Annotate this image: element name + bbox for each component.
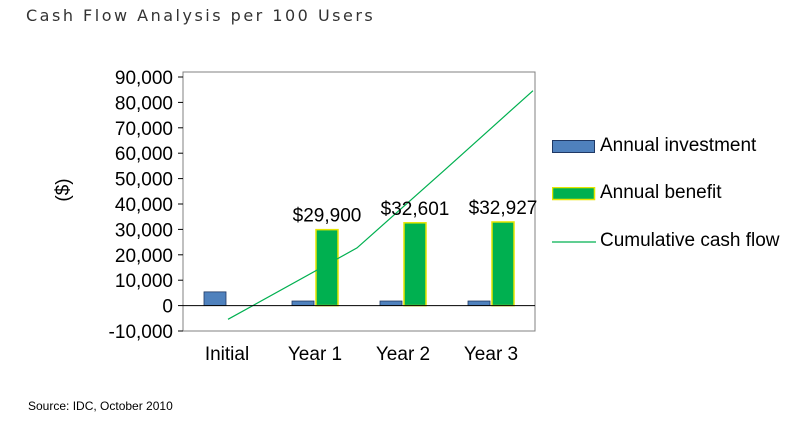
y-tick-label: 70,000 <box>115 119 173 140</box>
y-tick-label: 80,000 <box>115 93 173 114</box>
page-title: Cash Flow Analysis per 100 Users <box>26 6 376 25</box>
bar-annual-investment <box>467 300 491 307</box>
y-tick-label: 10,000 <box>115 271 173 292</box>
bar-annual-benefit <box>491 221 515 307</box>
x-tick-label: Initial <box>205 344 249 365</box>
y-tick-label: 50,000 <box>115 170 173 191</box>
bar-annual-investment <box>379 300 403 307</box>
line-cumulative-cash-flow <box>227 90 534 320</box>
y-tick-label: 90,000 <box>115 68 173 89</box>
legend-swatch-benefit <box>552 187 596 201</box>
x-tick-label: Year 2 <box>376 344 430 365</box>
x-tick-label: Year 3 <box>464 344 518 365</box>
y-tick-label: 30,000 <box>115 220 173 241</box>
legend-swatch-investment <box>552 140 595 153</box>
bar-annual-investment <box>291 300 315 307</box>
bar-annual-benefit <box>403 222 427 307</box>
data-label-annual-benefit: $32,927 <box>469 198 538 219</box>
bar-annual-benefit <box>315 228 339 307</box>
legend-label-investment: Annual investment <box>600 135 757 156</box>
y-tick-label: 60,000 <box>115 144 173 165</box>
y-axis-label: ($) <box>53 178 74 201</box>
plot-area <box>182 71 536 332</box>
y-tick-label: -10,000 <box>109 322 173 343</box>
data-label-annual-benefit: $29,900 <box>293 206 362 227</box>
legend-label-benefit: Annual benefit <box>600 182 722 203</box>
x-tick-label: Year 1 <box>288 344 342 365</box>
y-tick-label: 20,000 <box>115 246 173 267</box>
legend-swatch-cumulative <box>552 241 596 243</box>
legend-label-cumulative: Cumulative cash flow <box>600 230 780 251</box>
data-label-annual-benefit: $32,601 <box>381 199 450 220</box>
y-tick-label: 40,000 <box>115 195 173 216</box>
y-tick-label: 0 <box>162 297 173 318</box>
source-note: Source: IDC, October 2010 <box>28 399 173 413</box>
bar-annual-investment <box>203 291 227 307</box>
